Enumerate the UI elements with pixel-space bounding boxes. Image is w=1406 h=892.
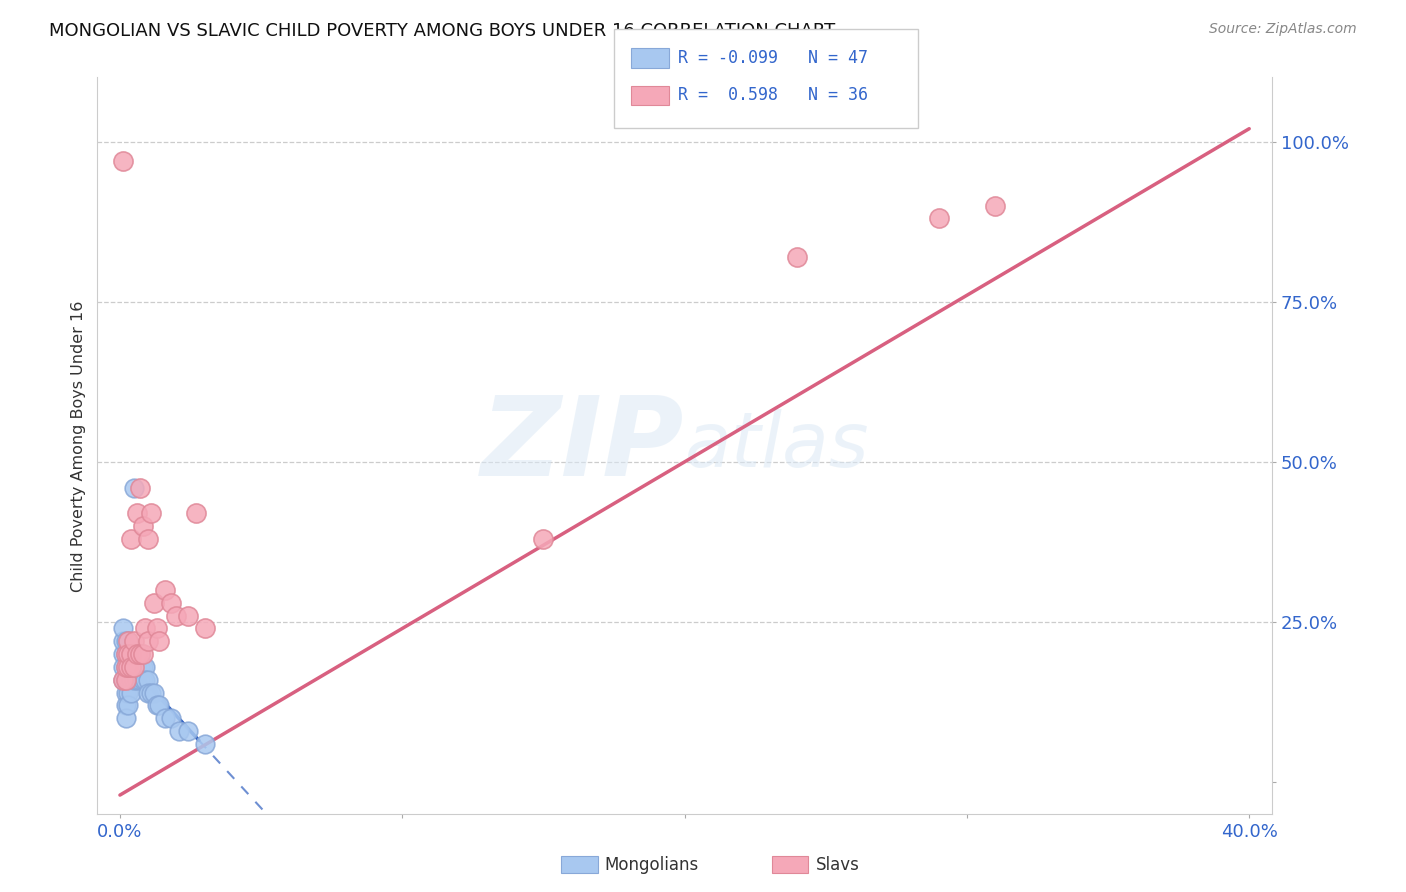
Point [111,660,134,674]
Point [114,673,136,687]
Point [928,211,950,226]
Point [136,673,159,687]
Point [142,596,165,610]
Point [111,673,134,687]
Point [145,622,167,636]
Point [120,685,142,699]
Point [148,698,170,713]
Point [165,608,187,623]
Point [117,660,139,674]
Point [139,685,162,699]
Point [176,724,198,739]
Point [128,673,150,687]
Point [114,660,136,674]
Point [131,660,153,674]
Point [128,481,150,495]
Point [120,660,142,674]
Point [117,685,139,699]
Point [194,622,217,636]
Point [125,647,148,661]
Point [117,698,139,713]
Point [120,532,142,546]
Point [117,634,139,648]
Point [125,673,148,687]
Point [176,608,198,623]
Point [142,685,165,699]
Point [131,519,153,533]
Point [114,685,136,699]
Point [120,660,142,674]
Point [122,660,145,674]
Point [117,647,139,661]
Point [128,647,150,661]
Point [148,634,170,648]
Point [117,647,139,661]
Point [194,737,217,751]
Point [136,532,159,546]
Point [153,711,176,725]
Point [125,660,148,674]
Point [111,634,134,648]
Point [120,647,142,661]
Point [114,647,136,661]
Point [145,698,167,713]
Point [122,634,145,648]
Point [114,634,136,648]
Point [134,673,156,687]
Point [128,660,150,674]
Point [131,647,153,661]
Point [153,582,176,597]
Text: R = -0.099   N = 47: R = -0.099 N = 47 [678,49,868,67]
Point [139,506,162,520]
Text: Source: ZipAtlas.com: Source: ZipAtlas.com [1209,22,1357,37]
Point [114,647,136,661]
Point [122,660,145,674]
Text: R =  0.598   N = 36: R = 0.598 N = 36 [678,87,868,104]
Y-axis label: Child Poverty Among Boys Under 16: Child Poverty Among Boys Under 16 [72,301,86,591]
Point [186,506,208,520]
Point [984,198,1007,212]
Point [122,673,145,687]
Point [131,673,153,687]
Point [122,647,145,661]
Point [125,647,148,661]
Point [117,673,139,687]
Point [134,660,156,674]
Text: Slavs: Slavs [815,856,859,874]
Point [531,532,554,546]
Point [120,673,142,687]
Text: MONGOLIAN VS SLAVIC CHILD POVERTY AMONG BOYS UNDER 16 CORRELATION CHART: MONGOLIAN VS SLAVIC CHILD POVERTY AMONG … [49,22,835,40]
Point [134,622,156,636]
Point [167,724,190,739]
Point [111,622,134,636]
Point [114,660,136,674]
Text: atlas: atlas [685,409,869,483]
Point [120,647,142,661]
Point [114,698,136,713]
Point [786,250,808,264]
Point [136,685,159,699]
Point [111,153,134,168]
Point [114,711,136,725]
Point [117,660,139,674]
Text: Mongolians: Mongolians [605,856,699,874]
Point [111,673,134,687]
Point [159,596,181,610]
Point [111,647,134,661]
Point [128,647,150,661]
Point [117,634,139,648]
Point [122,481,145,495]
Point [159,711,181,725]
Point [136,634,159,648]
Text: ZIP: ZIP [481,392,685,500]
Point [114,673,136,687]
Point [125,506,148,520]
